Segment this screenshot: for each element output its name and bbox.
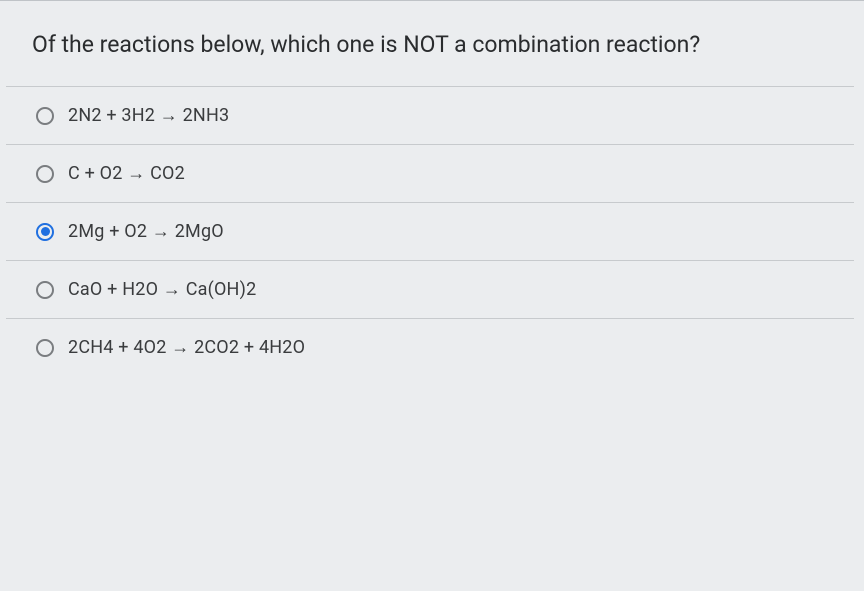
radio-icon[interactable] [36, 165, 54, 183]
option-label: 2CH4 + 4O2 → 2CO2 + 4H2O [68, 337, 305, 358]
option-row[interactable]: CaO + H2O → Ca(OH)2 [6, 260, 854, 318]
question-text: Of the reactions below, which one is NOT… [0, 1, 864, 86]
option-label: C + O2 → CO2 [68, 163, 185, 184]
option-label: 2Mg + O2 → 2MgO [68, 221, 224, 242]
option-row[interactable]: 2N2 + 3H2 → 2NH3 [6, 86, 854, 144]
quiz-card: Of the reactions below, which one is NOT… [0, 0, 864, 591]
radio-icon[interactable] [36, 223, 54, 241]
radio-icon[interactable] [36, 281, 54, 299]
option-label: CaO + H2O → Ca(OH)2 [68, 279, 256, 300]
option-row[interactable]: 2CH4 + 4O2 → 2CO2 + 4H2O [6, 318, 854, 376]
option-row[interactable]: C + O2 → CO2 [6, 144, 854, 202]
option-row[interactable]: 2Mg + O2 → 2MgO [6, 202, 854, 260]
options-list: 2N2 + 3H2 → 2NH3 C + O2 → CO2 2Mg + O2 →… [0, 86, 864, 376]
radio-icon[interactable] [36, 339, 54, 357]
option-label: 2N2 + 3H2 → 2NH3 [68, 105, 229, 126]
radio-icon[interactable] [36, 107, 54, 125]
